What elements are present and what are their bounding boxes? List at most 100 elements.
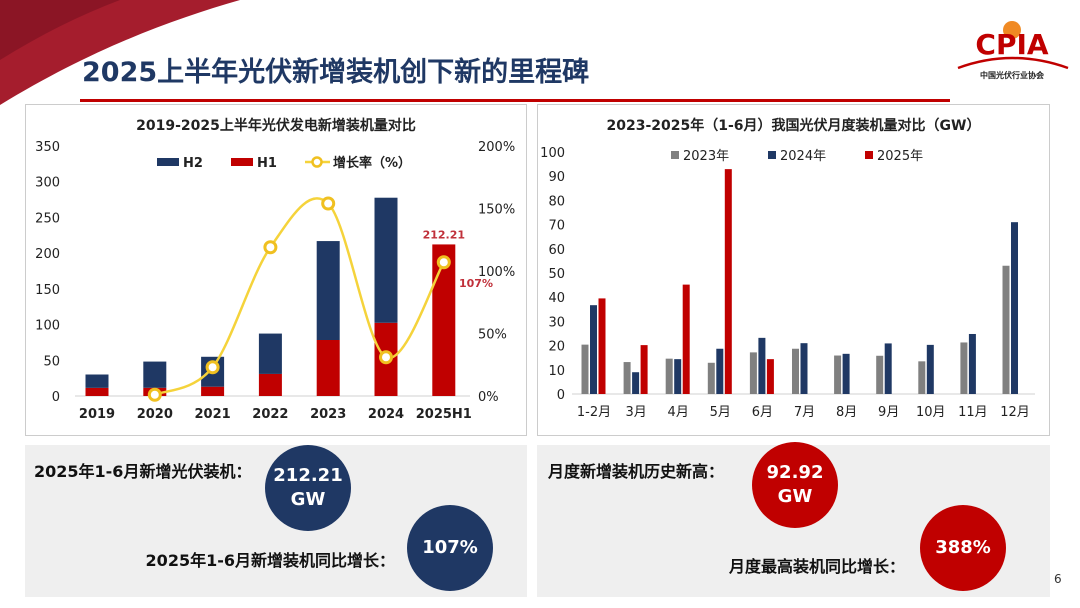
y-tick-label: 30 [548, 315, 565, 330]
growth-rate-point [379, 350, 393, 365]
y-tick-label: 90 [548, 170, 565, 185]
y2-tick-label: 150% [478, 203, 515, 218]
left-chart-title: 2019-2025上半年光伏发电新增装机量对比 [136, 118, 416, 134]
y-tick-label: 70 [548, 219, 565, 234]
bar-2024年 [926, 344, 934, 394]
y-tick-label: 80 [548, 194, 565, 209]
x-tick-label: 2023 [310, 407, 346, 422]
h1-install-label: 2025年1-6月新增光伏装机： [34, 462, 252, 481]
bar-2023年 [707, 362, 715, 394]
legend-h2-label: H2 [183, 156, 203, 171]
bar-2025年 [640, 345, 648, 394]
bar-2023年 [792, 348, 799, 394]
bar-2023年 [1002, 265, 1010, 394]
y2-tick-label: 100% [478, 265, 515, 280]
legend-rate-marker [311, 156, 323, 168]
legend-label: 2023年 [683, 149, 729, 164]
x-tick-label: 2022 [252, 407, 288, 422]
x-tick-label: 7月 [794, 405, 815, 420]
y-tick-label: 100 [540, 146, 565, 161]
y-tick-label: 50 [548, 267, 565, 282]
h1-install-unit: GW [290, 489, 326, 510]
bar-h1 [258, 373, 282, 396]
monthly-record-unit: GW [777, 486, 813, 507]
bar-2025年 [598, 298, 606, 394]
bar-2024年 [590, 305, 597, 394]
cpia-logo: CPIA 中国光伏行业协会 [950, 8, 1075, 83]
x-tick-label: 11月 [958, 405, 988, 420]
bar-2025年 [682, 284, 690, 394]
h1-install-circle: 212.21 GW [265, 445, 351, 531]
y-tick-label: 0 [557, 388, 565, 403]
h1-install-value: 212.21 [273, 464, 343, 486]
bar-h2 [374, 197, 398, 323]
y2-tick-label: 200% [478, 140, 515, 155]
monthly-record-label: 月度新增装机历史新高： [548, 462, 725, 481]
yoy-growth-circle: 107% [407, 505, 493, 591]
page-title: 2025上半年光伏新增装机创下新的里程碑 [82, 57, 590, 88]
y-tick-label: 10 [548, 364, 565, 379]
x-tick-label: 9月 [878, 405, 899, 420]
bar-2025年 [724, 169, 732, 394]
y-tick-label: 350 [35, 140, 60, 155]
monthly-yoy-value: 388% [935, 536, 991, 558]
bar-h2 [258, 333, 282, 374]
bar-2023年 [834, 355, 842, 394]
monthly-record-value: 92.92 [766, 461, 824, 483]
bar-2023年 [581, 344, 589, 394]
bar-h1 [201, 386, 225, 396]
y-tick-label: 100 [35, 319, 60, 334]
x-tick-label: 10月 [916, 405, 946, 420]
bar-h1 [85, 387, 109, 396]
svg-text:CPIA: CPIA [975, 28, 1048, 61]
growth-rate-point [436, 255, 451, 270]
title-divider [80, 99, 950, 102]
bar-2024年 [1011, 222, 1018, 394]
page-number: 6 [1054, 572, 1062, 586]
monthly-record-circle: 92.92 GW [752, 442, 838, 528]
x-tick-label: 2021 [195, 407, 231, 422]
monthly-yoy-label: 月度最高装机同比增长： [728, 557, 905, 576]
y-tick-label: 60 [548, 243, 565, 258]
x-tick-label: 6月 [752, 405, 773, 420]
legend-h1-swatch [231, 158, 253, 166]
bar-h1 [316, 340, 340, 396]
legend-label: 2024年 [780, 149, 826, 164]
bar-2023年 [665, 358, 673, 394]
bar-2024年 [842, 353, 850, 394]
yoy-growth-value: 107% [422, 536, 478, 558]
bar-h1 [432, 244, 456, 396]
legend-swatch [671, 151, 679, 159]
bar-2023年 [918, 361, 926, 394]
bar-2024年 [800, 343, 808, 394]
bar-2024年 [884, 343, 892, 394]
x-tick-label: 2020 [137, 407, 173, 422]
bar-2024年 [968, 333, 976, 394]
y-tick-label: 250 [35, 211, 60, 226]
yoy-growth-label: 2025年1-6月新增装机同比增长： [145, 551, 395, 570]
y2-tick-label: 50% [478, 328, 507, 343]
x-tick-label: 4月 [668, 405, 689, 420]
x-tick-label: 12月 [1000, 405, 1030, 420]
svg-text:中国光伏行业协会: 中国光伏行业协会 [980, 70, 1044, 80]
growth-rate-point [205, 360, 220, 375]
legend-swatch [865, 151, 873, 159]
bar-2024年 [632, 372, 640, 394]
corner-decoration [0, 0, 240, 105]
x-tick-label: 2024 [368, 407, 404, 422]
x-tick-label: 3月 [625, 405, 646, 420]
bar-2025年 [766, 359, 774, 394]
rate-data-label: 107% [459, 277, 493, 290]
x-tick-label: 2025H1 [416, 407, 472, 422]
bar-h2 [85, 374, 109, 388]
x-tick-label: 5月 [710, 405, 731, 420]
y-tick-label: 300 [35, 176, 60, 191]
legend-label: 2025年 [877, 149, 923, 164]
growth-rate-point [321, 196, 336, 211]
bar-2023年 [749, 352, 757, 394]
y2-tick-label: 0% [478, 390, 499, 405]
monthly-yoy-circle: 388% [920, 505, 1006, 591]
bar-2024年 [758, 337, 766, 394]
